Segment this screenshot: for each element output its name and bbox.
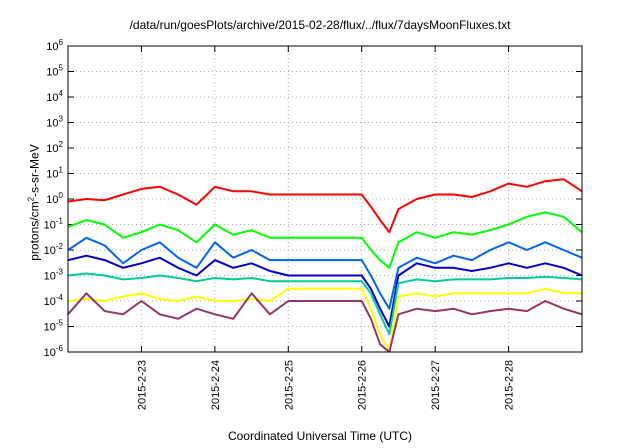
x-tick-label: 2015-2-25 xyxy=(283,360,295,410)
series-line xyxy=(68,236,582,310)
y-tick-label: 10-5 xyxy=(44,319,64,334)
y-tick-label: 10-4 xyxy=(44,293,64,308)
y-tick-label: 103 xyxy=(46,115,63,130)
series-line xyxy=(68,292,582,352)
y-tick-label: 10-1 xyxy=(44,217,64,232)
x-tick-label: 2015-2-26 xyxy=(357,360,369,410)
y-tick-label: 106 xyxy=(46,38,63,53)
series-line xyxy=(68,211,582,269)
y-tick-label: 101 xyxy=(46,166,63,181)
y-tick-label: 105 xyxy=(46,64,63,79)
y-tick-label: 10-3 xyxy=(44,268,64,283)
plot-frame xyxy=(67,45,583,353)
x-tick-label: 2015-2-23 xyxy=(136,360,148,410)
y-tick-label: 10-2 xyxy=(44,242,64,257)
chart-title: /data/run/goesPlots/archive/2015-02-28/f… xyxy=(129,18,511,32)
y-tick-label: 100 xyxy=(46,191,63,206)
x-tick-label: 2015-2-27 xyxy=(430,360,442,410)
x-tick-label: 2015-2-24 xyxy=(210,360,222,410)
series-line xyxy=(68,178,582,234)
y-tick-label: 10-6 xyxy=(44,344,64,359)
y-tick-label: 102 xyxy=(46,140,63,155)
x-axis-label: Coordinated Universal Time (UTC) xyxy=(227,429,413,443)
y-tick-label: 104 xyxy=(46,89,63,104)
x-tick-label: 2015-2-28 xyxy=(504,360,516,410)
series-line xyxy=(68,287,582,352)
series-line xyxy=(68,254,582,328)
series-line xyxy=(68,272,582,336)
